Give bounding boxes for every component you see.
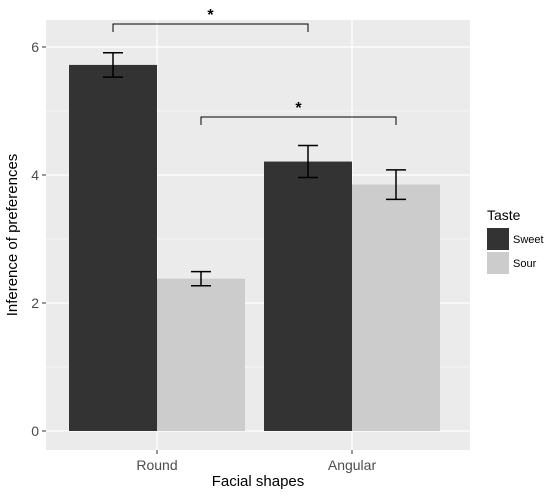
error-bar — [191, 270, 211, 287]
significance-marker: * — [207, 7, 214, 24]
legend-item: Sour — [487, 252, 537, 274]
bar-sour-round — [157, 278, 245, 431]
x-axis-ticks: Round Angular — [136, 450, 376, 473]
y-axis-ticks: 0 2 4 6 — [31, 39, 46, 439]
y-tick-label: 6 — [31, 39, 39, 55]
y-axis-title: Inference of preferences — [4, 154, 21, 317]
legend-label: Sour — [513, 258, 537, 270]
error-bar — [298, 144, 318, 179]
legend: Taste Sweet Sour — [487, 207, 544, 274]
x-tick-label: Round — [136, 457, 177, 473]
significance-bracket: * — [200, 100, 397, 125]
legend-title: Taste — [487, 207, 521, 223]
error-bar — [103, 52, 123, 78]
legend-item: Sweet — [487, 228, 544, 250]
bar-sweet-round — [69, 64, 157, 432]
error-bars — [103, 52, 406, 287]
x-axis-title: Facial shapes — [212, 473, 305, 490]
y-tick-label: 4 — [31, 167, 39, 183]
bars — [69, 64, 440, 432]
x-tick-label: Angular — [328, 457, 377, 473]
legend-swatch — [487, 228, 509, 250]
legend-label: Sweet — [513, 234, 544, 246]
y-tick-label: 2 — [31, 295, 39, 311]
legend-swatch — [487, 252, 509, 274]
bar-sweet-angular — [264, 161, 352, 431]
significance-marker: * — [295, 100, 302, 117]
error-bar — [386, 169, 406, 201]
y-tick-label: 0 — [31, 423, 39, 439]
significance-bracket: * — [112, 7, 309, 32]
significance-brackets: ** — [112, 7, 397, 125]
bar-sour-angular — [352, 184, 440, 431]
